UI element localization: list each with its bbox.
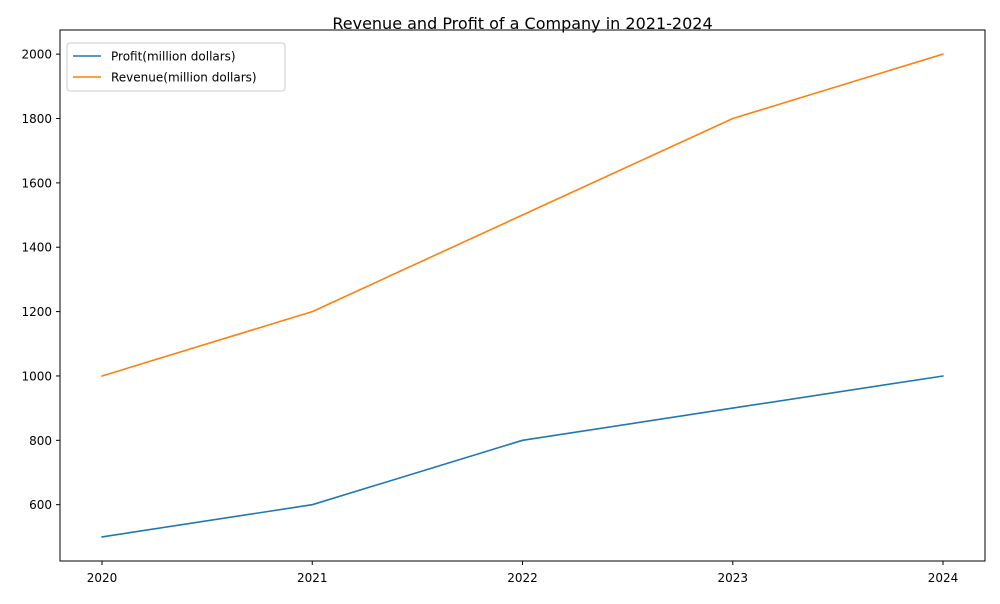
y-tick-label: 1000 <box>21 369 52 383</box>
x-tick-label: 2024 <box>928 571 959 585</box>
y-tick-label: 1600 <box>21 176 52 190</box>
legend-label: Revenue(million dollars) <box>111 71 257 85</box>
y-tick-label: 600 <box>29 498 52 512</box>
x-tick-label: 2023 <box>717 571 748 585</box>
y-tick-label: 800 <box>29 434 52 448</box>
y-tick-label: 1800 <box>21 112 52 126</box>
y-tick-label: 2000 <box>21 48 52 62</box>
axes: 2020 2021 2022 2023 2024 600 800 1000 1200 1400 16… <box>21 48 958 585</box>
y-tick-label: 1200 <box>21 305 52 319</box>
series-line-0 <box>102 376 943 537</box>
x-tick-label: 2022 <box>507 571 538 585</box>
y-tick-label: 1400 <box>21 241 52 255</box>
plot-area <box>102 54 943 537</box>
x-tick-label: 2021 <box>297 571 328 585</box>
plot-frame <box>60 30 985 561</box>
legend-label: Profit(million dollars) <box>111 50 236 64</box>
x-tick-label: 2020 <box>87 571 118 585</box>
legend: Profit(million dollars) Revenue(million d… <box>67 43 285 91</box>
